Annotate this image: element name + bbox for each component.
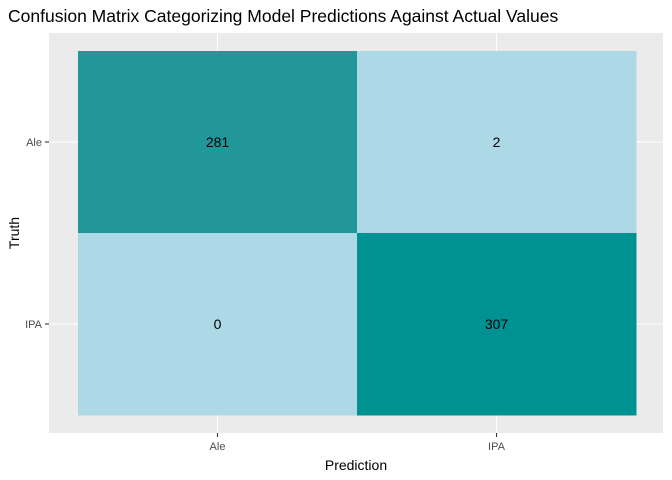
x-axis-title: Prediction	[325, 457, 387, 473]
cell-ale-ipa	[357, 51, 637, 234]
x-tick-label-ale: Ale	[210, 441, 226, 453]
cell-value-labels: 281 2 0 307	[206, 134, 509, 332]
y-tick-label-ale: Ale	[26, 137, 42, 149]
cell-ipa-ale	[78, 233, 358, 416]
cell-ale-ale	[78, 51, 358, 234]
y-tick-label-ipa: IPA	[25, 319, 43, 331]
axes: Ale IPA Ale IPA	[25, 137, 506, 453]
chart-title: Confusion Matrix Categorizing Model Pred…	[8, 6, 559, 26]
heatmap-cells	[78, 51, 637, 416]
cell-value-ale-ale: 281	[206, 134, 230, 150]
cell-value-ipa-ipa: 307	[485, 316, 509, 332]
cell-value-ale-ipa: 2	[493, 134, 501, 150]
cell-value-ipa-ale: 0	[214, 316, 222, 332]
y-axis-title: Truth	[6, 217, 22, 249]
cell-ipa-ipa	[357, 233, 637, 416]
x-tick-label-ipa: IPA	[488, 441, 506, 453]
